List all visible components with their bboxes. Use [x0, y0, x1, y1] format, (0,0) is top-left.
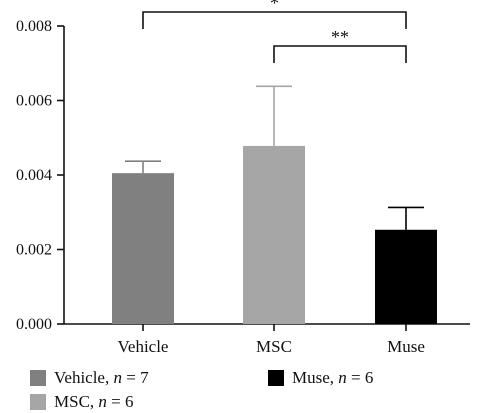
x-tick-label: MSC	[256, 337, 292, 356]
y-tick-label: 0.004	[16, 167, 52, 184]
significance-label: **	[331, 27, 349, 47]
significance-brackets: ***	[142, 0, 407, 63]
legend-swatch	[30, 394, 46, 410]
y-tick-label: 0.008	[16, 18, 52, 35]
x-tick-label: Muse	[387, 337, 425, 356]
legend-swatch	[268, 370, 284, 386]
bar	[112, 173, 174, 324]
legend-label: Muse, n = 6	[292, 368, 373, 387]
bar	[375, 229, 437, 324]
legend-label: Vehicle, n = 7	[54, 368, 149, 387]
x-tick-label: Vehicle	[118, 337, 169, 356]
y-tick-label: 0.006	[16, 93, 52, 110]
significance-bracket	[273, 45, 407, 63]
axes: 0.000 0.002 0.004 0.006 0.008 Vehicle MSC Muse	[16, 18, 470, 356]
y-tick-label: 0.002	[16, 242, 52, 259]
bar	[243, 145, 305, 324]
legend-swatch	[30, 370, 46, 386]
legend: Vehicle, n = 7 MSC, n = 6 Muse, n = 6	[30, 368, 373, 411]
significance-label: *	[270, 0, 279, 13]
significance-bracket	[142, 11, 407, 29]
y-tick-label: 0.000	[16, 316, 52, 333]
bars	[112, 85, 437, 324]
legend-label: MSC, n = 6	[54, 392, 134, 411]
